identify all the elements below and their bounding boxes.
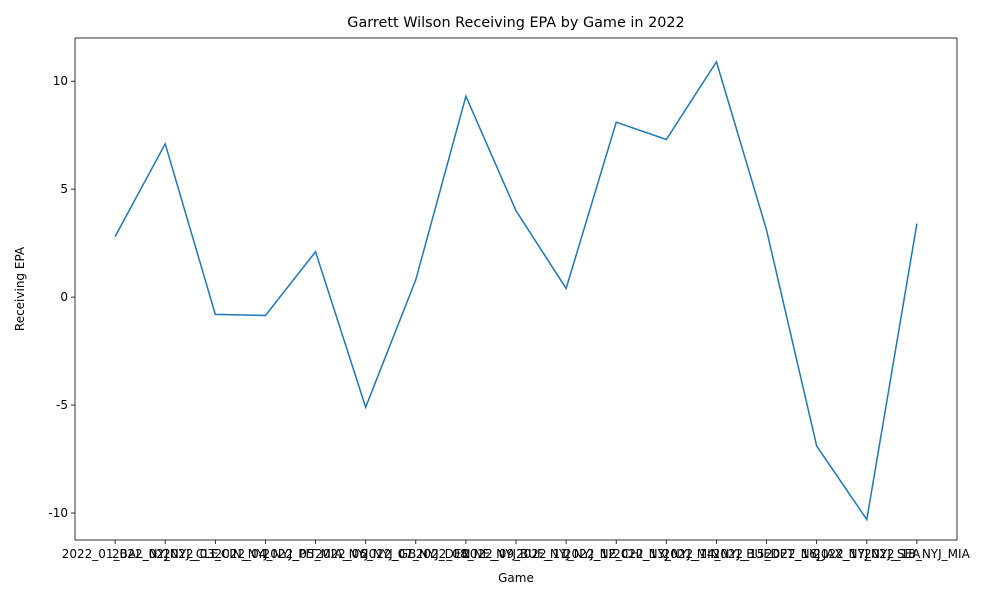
x-axis-label: Game xyxy=(498,571,534,585)
x-tick-label: 2022_07_NYJ_DEN xyxy=(361,547,470,561)
chart-title: Garrett Wilson Receiving EPA by Game in … xyxy=(347,15,684,31)
y-tick-label: -10 xyxy=(48,506,68,520)
x-tick-label: 2022_01_BAL_NYJ xyxy=(62,547,169,561)
x-tick-label: 2022_11_NYJ_NE xyxy=(516,547,616,561)
y-axis-label: Receiving EPA xyxy=(13,246,27,331)
y-tick-label: 5 xyxy=(60,182,68,196)
x-tick-label: 2022_18_NYJ_MIA xyxy=(864,547,971,561)
line xyxy=(114,59,918,522)
x-tick-label: 2022_03_CIN_NYJ xyxy=(163,547,268,561)
x-tick-label: 2022_15_DET_NYJ xyxy=(713,547,821,561)
x-tick-label: 2022_09_BUF_NYJ xyxy=(462,547,570,561)
x-tick-label: 2022_08_NE_NYJ xyxy=(416,547,516,561)
x-tick-label: 2022_02_NYJ_CLE xyxy=(112,547,218,561)
x-tick-label: 2022_05_MIA_NYJ xyxy=(263,547,369,561)
x-tick-label: 2022_12_CHI_NYJ xyxy=(564,547,669,561)
y-tick-label: -5 xyxy=(56,398,68,412)
x-tick-label: 2022_04_NYJ_PIT xyxy=(215,547,317,561)
x-tick-label: 2022_14_NYJ_BUF xyxy=(663,547,771,561)
x-tick-label: 2022_06_NYJ_GB xyxy=(315,547,416,561)
y-tick-label: 10 xyxy=(53,74,68,88)
y-tick-label: 0 xyxy=(60,290,68,304)
plot-frame xyxy=(74,37,958,541)
x-tick-label: 2022_16_JAX_NYJ xyxy=(765,547,868,561)
x-tick-label: 2022_13_NYJ_MIN xyxy=(613,547,720,561)
x-tick-label: 2022_17_NYJ_SEA xyxy=(813,547,921,561)
